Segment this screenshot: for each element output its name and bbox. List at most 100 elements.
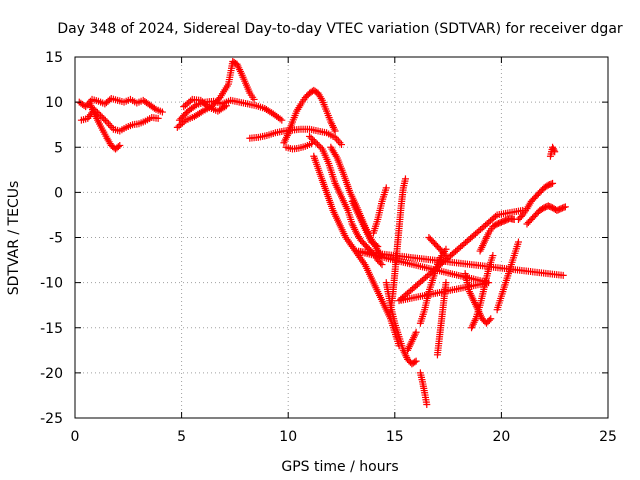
grid-lines bbox=[75, 57, 608, 418]
data-point bbox=[338, 141, 345, 149]
data-point bbox=[374, 243, 382, 251]
data-point bbox=[551, 148, 559, 156]
data-series bbox=[523, 202, 569, 228]
data-series bbox=[282, 140, 316, 153]
data-point bbox=[197, 108, 205, 116]
data-point bbox=[105, 120, 113, 128]
chart-title: Day 348 of 2024, Sidereal Day-to-day VTE… bbox=[57, 21, 623, 37]
data-point bbox=[158, 108, 166, 116]
data-point bbox=[561, 203, 569, 211]
data-point bbox=[106, 122, 114, 130]
data-points bbox=[75, 58, 569, 408]
data-point bbox=[97, 112, 105, 120]
data-series bbox=[310, 152, 403, 350]
data-point bbox=[306, 132, 314, 140]
y-axis-label: SDTVAR / TECUs bbox=[6, 181, 22, 296]
data-point bbox=[116, 141, 124, 149]
x-tick-label: 0 bbox=[71, 429, 80, 445]
data-point bbox=[106, 96, 114, 104]
y-tick-label: -20 bbox=[40, 366, 63, 382]
data-series bbox=[546, 143, 559, 160]
data-point bbox=[310, 137, 318, 145]
data-point bbox=[441, 250, 449, 258]
y-tick-label: -25 bbox=[40, 411, 63, 427]
data-series bbox=[433, 279, 450, 359]
data-point bbox=[80, 102, 88, 110]
data-point bbox=[278, 116, 286, 124]
data-series bbox=[173, 58, 258, 131]
data-point bbox=[412, 328, 420, 336]
data-point bbox=[491, 212, 499, 220]
data-point bbox=[150, 104, 158, 112]
data-point bbox=[317, 143, 325, 151]
data-point bbox=[550, 146, 558, 154]
data-point bbox=[315, 142, 323, 150]
data-point bbox=[103, 118, 111, 126]
data-point bbox=[549, 179, 557, 187]
data-series bbox=[280, 86, 339, 147]
data-point bbox=[382, 184, 390, 192]
data-series bbox=[493, 238, 522, 314]
data-series bbox=[352, 206, 567, 305]
data-point bbox=[222, 102, 230, 110]
y-tick-label: -10 bbox=[40, 276, 63, 292]
data-series bbox=[514, 179, 557, 223]
data-point bbox=[307, 134, 315, 142]
data-point bbox=[276, 115, 284, 123]
data-point bbox=[517, 212, 525, 220]
data-point bbox=[372, 241, 380, 249]
y-tick-label: 15 bbox=[45, 50, 63, 66]
x-axis-label: GPS time / hours bbox=[281, 459, 398, 475]
x-tick-label: 15 bbox=[386, 429, 404, 445]
data-series bbox=[306, 132, 386, 269]
data-point bbox=[180, 118, 188, 126]
data-point bbox=[442, 279, 450, 287]
data-series bbox=[86, 100, 124, 153]
data-point bbox=[331, 127, 339, 135]
x-tick-label: 10 bbox=[279, 429, 297, 445]
data-point bbox=[560, 203, 568, 211]
data-point bbox=[101, 116, 109, 124]
data-point bbox=[154, 114, 162, 122]
data-series bbox=[369, 184, 390, 237]
data-point bbox=[100, 115, 108, 123]
data-series bbox=[476, 215, 518, 255]
data-series bbox=[382, 279, 420, 368]
data-point bbox=[549, 145, 557, 153]
data-point bbox=[423, 400, 431, 408]
y-tick-label: 10 bbox=[45, 95, 63, 111]
x-tick-label: 20 bbox=[492, 429, 510, 445]
data-point bbox=[98, 113, 106, 121]
data-point bbox=[114, 143, 122, 151]
data-series bbox=[75, 95, 166, 116]
data-point bbox=[336, 139, 344, 147]
data-point bbox=[378, 261, 386, 269]
data-point bbox=[309, 136, 317, 144]
data-point bbox=[549, 143, 557, 151]
y-tick-label: -5 bbox=[49, 231, 63, 247]
data-series bbox=[246, 125, 345, 149]
data-point bbox=[412, 357, 420, 365]
data-point bbox=[191, 102, 199, 110]
data-point bbox=[485, 316, 493, 324]
x-tick-label: 5 bbox=[177, 429, 186, 445]
data-series bbox=[327, 143, 386, 261]
data-series bbox=[77, 105, 162, 135]
data-point bbox=[411, 358, 419, 366]
x-tick-label: 25 bbox=[599, 429, 617, 445]
data-point bbox=[514, 238, 522, 246]
data-point bbox=[401, 175, 409, 183]
data-point bbox=[519, 206, 527, 214]
data-point bbox=[377, 259, 385, 267]
data-series bbox=[348, 197, 382, 251]
data-point bbox=[312, 139, 320, 147]
data-series bbox=[416, 369, 431, 408]
y-tick-label: 5 bbox=[54, 140, 63, 156]
data-point bbox=[334, 137, 342, 145]
data-point bbox=[547, 180, 555, 188]
data-series bbox=[180, 95, 230, 115]
y-tick-label: -15 bbox=[40, 321, 63, 337]
data-point bbox=[250, 95, 258, 103]
axis-ticks: 0 5 10 15 20 25 -25 -20 -15 -10 -5 0 5 10 15 bbox=[40, 50, 617, 445]
